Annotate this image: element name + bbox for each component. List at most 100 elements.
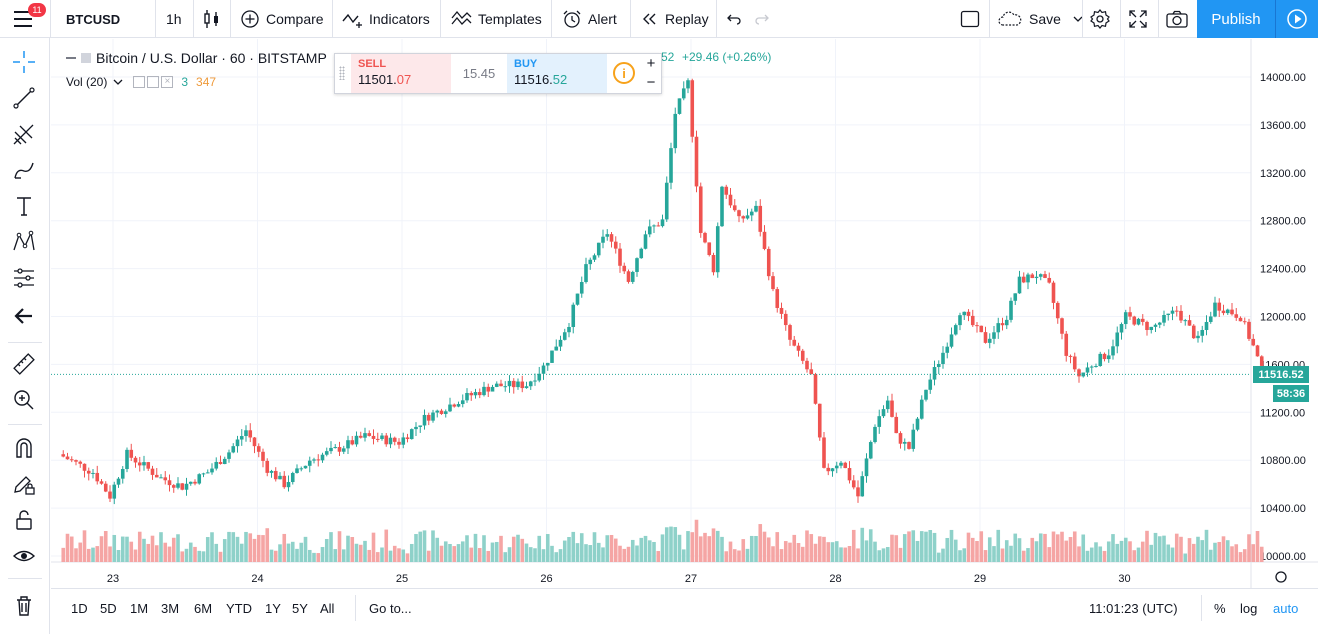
volume-bar [78, 542, 83, 562]
plus-icon[interactable]: + [646, 55, 656, 72]
time-tick-label: 28 [829, 573, 841, 585]
candle-body [596, 242, 601, 256]
play-button[interactable] [1275, 0, 1318, 38]
close-icon[interactable]: × [161, 76, 174, 88]
volume-bar [1187, 538, 1192, 562]
indicators-button[interactable]: Indicators [341, 0, 430, 38]
auto-toggle[interactable]: auto [1273, 601, 1299, 616]
candle-body [1208, 316, 1213, 322]
candle-body [924, 389, 928, 400]
back-arrow-icon[interactable] [10, 302, 38, 330]
volume-bar [205, 537, 210, 562]
goto-button[interactable]: Go to... [369, 601, 412, 616]
candle-body [227, 452, 231, 459]
symbol-title: Bitcoin / U.S. Dollar · 60 · BITSTAMP [96, 50, 327, 66]
redo-icon[interactable] [754, 0, 770, 38]
candle-body [605, 234, 610, 237]
candle-body [1026, 274, 1030, 283]
volume-bar [231, 532, 236, 562]
range-5d[interactable]: 5D [100, 601, 117, 616]
candle-body [983, 332, 988, 343]
compare-button[interactable]: Compare [240, 0, 324, 38]
lock-icon[interactable] [10, 506, 38, 534]
save-button[interactable]: Save [997, 0, 1083, 38]
undo-icon[interactable] [726, 0, 742, 38]
publish-button[interactable]: Publish [1197, 0, 1275, 38]
log-toggle[interactable]: log [1240, 601, 1258, 616]
volume-bar [452, 546, 457, 562]
trend-line-icon[interactable] [10, 84, 38, 112]
symbol-search[interactable]: BTCUSD [66, 11, 121, 27]
zoom-in-icon[interactable] [10, 386, 38, 414]
candle-body [210, 468, 214, 473]
pattern-icon[interactable] [10, 228, 38, 256]
volume-bar [256, 534, 261, 562]
gear-icon[interactable] [1089, 0, 1111, 38]
candle-body [1060, 318, 1064, 334]
fullscreen-icon[interactable] [1129, 0, 1147, 38]
volume-bar [996, 529, 1001, 562]
range-1m[interactable]: 1M [130, 601, 149, 616]
candle-body [796, 345, 801, 351]
range-3m[interactable]: 3M [161, 601, 180, 616]
volume-bar [788, 542, 792, 562]
volume-bar [201, 551, 206, 562]
ruler-icon[interactable] [10, 350, 38, 378]
gear-icon[interactable] [147, 76, 160, 88]
menu-icon[interactable] [14, 11, 32, 27]
price-chart[interactable]: 14000.00 13600.00 13200.00 12800.00 12400.00… [51, 39, 1318, 588]
candle-body [885, 400, 890, 410]
volume-bar [1077, 546, 1081, 562]
buy-button[interactable]: BUY 11516.52 [507, 54, 607, 93]
volume-bar [133, 549, 138, 562]
text-icon[interactable] [10, 192, 38, 220]
brush-icon[interactable] [10, 156, 38, 184]
candle-body [792, 339, 797, 346]
crosshair-icon[interactable] [10, 48, 38, 76]
interval-button[interactable]: 1h [166, 11, 182, 27]
range-ytd[interactable]: YTD [226, 601, 252, 616]
alert-button[interactable]: Alert [561, 0, 617, 38]
volume-bar [860, 527, 865, 562]
clock-time[interactable]: 11:01:23 (UTC) [1089, 601, 1178, 616]
candle-body [367, 433, 372, 436]
layout-square-icon[interactable] [960, 0, 980, 38]
trash-icon[interactable] [10, 592, 38, 620]
range-6m[interactable]: 6M [194, 601, 213, 616]
eye-icon[interactable] [10, 542, 38, 570]
volume-bar [1047, 547, 1052, 562]
templates-button[interactable]: Templates [450, 0, 542, 38]
collapse-icon[interactable] [66, 57, 76, 59]
magnet-icon[interactable] [10, 434, 38, 462]
top-toolbar: 11 BTCUSD 1h Compare Indicators Template… [0, 0, 1318, 38]
volume-bar [486, 550, 491, 562]
volume-bar [1230, 546, 1234, 562]
divider [332, 0, 333, 38]
replay-button[interactable]: Replay [641, 0, 709, 38]
volume-bar [579, 533, 584, 562]
range-5y[interactable]: 5Y [292, 601, 308, 616]
range-all[interactable]: All [320, 601, 335, 616]
volume-bar [1234, 544, 1239, 562]
minus-icon[interactable]: − [646, 74, 656, 91]
candle-body [783, 313, 788, 326]
candle-body [1128, 312, 1132, 317]
pencil-lock-icon[interactable] [10, 470, 38, 498]
drag-handle[interactable] [339, 66, 345, 80]
range-1d[interactable]: 1D [71, 601, 88, 616]
volume-bar [1166, 544, 1171, 562]
info-icon[interactable]: i [613, 62, 635, 84]
sell-price: 11501.07 [358, 72, 444, 87]
volume-legend: Vol (20) × 3 347 [66, 73, 216, 91]
camera-icon[interactable] [1166, 0, 1188, 38]
candles-style-icon[interactable] [203, 0, 221, 38]
percent-toggle[interactable]: % [1214, 601, 1226, 616]
chart-pane[interactable]: 14000.00 13600.00 13200.00 12800.00 12400.00… [51, 39, 1318, 588]
candle-body [987, 338, 992, 343]
eye-icon[interactable] [133, 76, 146, 88]
prediction-icon[interactable] [10, 264, 38, 292]
pitchfork-icon[interactable] [10, 120, 38, 148]
sell-button[interactable]: SELL 11501.07 [351, 54, 451, 93]
candle-body [337, 447, 342, 452]
range-1y[interactable]: 1Y [265, 601, 281, 616]
